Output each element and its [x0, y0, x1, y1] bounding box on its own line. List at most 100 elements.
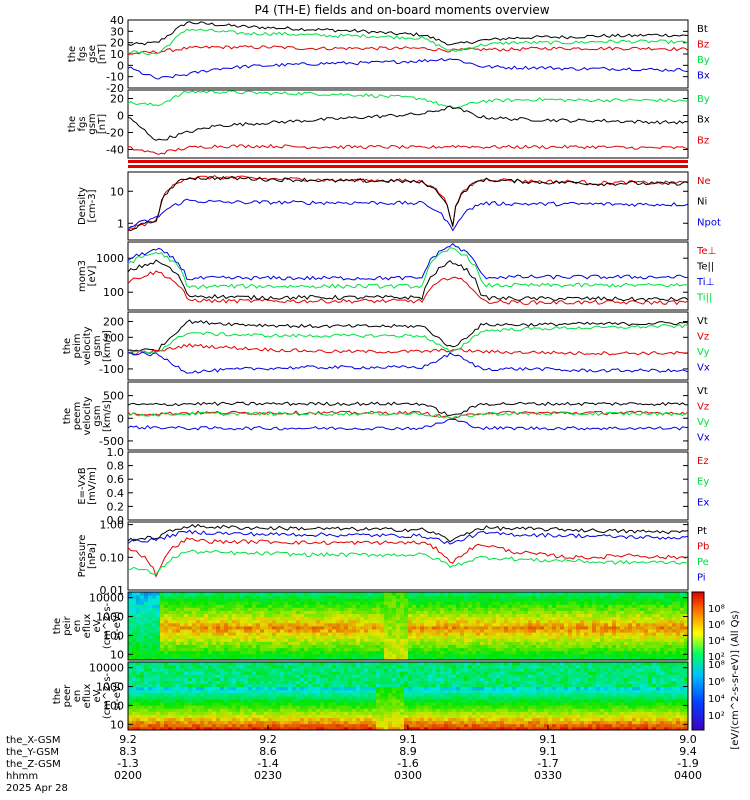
spec-cell: [220, 616, 225, 621]
spec-cell: [200, 622, 205, 627]
spec-cell: [620, 607, 625, 611]
spec-cell: [360, 647, 365, 652]
spec-cell: [420, 604, 425, 608]
spec-cell: [188, 632, 193, 636]
spec-cell: [200, 601, 205, 605]
spec-cell: [148, 619, 153, 624]
spec-cell: [664, 598, 669, 602]
spec-cell: [620, 641, 625, 645]
spec-cell: [256, 677, 261, 681]
spec-cell: [164, 662, 169, 666]
spec-cell: [548, 650, 553, 655]
spec-cell: [348, 696, 353, 700]
spec-cell: [572, 595, 577, 599]
spec-cell: [236, 616, 241, 621]
spec-cell: [684, 607, 689, 611]
spec-cell: [624, 610, 629, 615]
spec-cell: [268, 641, 273, 645]
spec-cell: [140, 598, 145, 602]
spec-cell: [316, 692, 321, 697]
spec-cell: [348, 711, 353, 715]
spec-cell: [204, 626, 209, 630]
spec-cell: [384, 653, 389, 658]
spec-cell: [324, 720, 329, 725]
spec-cell: [296, 613, 301, 618]
spec-cell: [196, 726, 201, 731]
spec-cell: [276, 635, 281, 639]
spec-cell: [520, 613, 525, 618]
spec-cell: [236, 662, 241, 666]
spec-cell: [408, 653, 413, 658]
spec-cell: [412, 692, 417, 697]
spec-cell: [220, 689, 225, 694]
spec-cell: [492, 644, 497, 649]
spec-cell: [332, 674, 337, 678]
spec-cell: [528, 610, 533, 615]
spec-cell: [360, 668, 365, 672]
spec-cell: [292, 696, 297, 700]
spec-cell: [376, 692, 381, 697]
spec-cell: [328, 647, 333, 652]
spec-cell: [404, 629, 409, 633]
spec-cell: [224, 650, 229, 655]
spec-cell: [480, 598, 485, 602]
spec-cell: [196, 613, 201, 618]
spec-cell: [208, 665, 213, 669]
spec-cell: [244, 653, 249, 658]
spec-cell: [420, 720, 425, 725]
spec-cell: [408, 665, 413, 669]
spec-cell: [320, 696, 325, 700]
spec-cell: [252, 653, 257, 658]
spec-cell: [148, 626, 153, 630]
spec-cell: [640, 619, 645, 624]
spec-cell: [424, 626, 429, 630]
spec-cell: [528, 656, 533, 661]
spec-cell: [272, 680, 277, 685]
spec-cell: [372, 638, 377, 642]
spec-cell: [228, 702, 233, 706]
spec-cell: [340, 641, 345, 645]
spec-cell: [168, 632, 173, 636]
spec-cell: [188, 653, 193, 658]
spec-cell: [620, 626, 625, 630]
spec-cell: [132, 626, 137, 630]
spec-cell: [220, 677, 225, 681]
spec-cell: [328, 629, 333, 633]
spec-cell: [408, 702, 413, 706]
legend-entry: Vz: [697, 402, 709, 413]
spec-cell: [236, 598, 241, 602]
spec-cell: [180, 656, 185, 661]
spec-cell: [416, 595, 421, 599]
spec-cell: [216, 632, 221, 636]
spec-cell: [264, 629, 269, 633]
spec-cell: [652, 610, 657, 615]
spec-cell: [220, 622, 225, 627]
spec-cell: [592, 638, 597, 642]
spec-cell: [344, 708, 349, 712]
spec-cell: [456, 629, 461, 633]
spec-cell: [244, 674, 249, 678]
spec-cell: [408, 674, 413, 678]
spec-cell: [364, 638, 369, 642]
spec-cell: [656, 601, 661, 605]
spec-cell: [232, 613, 237, 618]
spec-cell: [132, 668, 137, 672]
spec-cell: [372, 662, 377, 666]
spec-cell: [476, 616, 481, 621]
spec-cell: [196, 644, 201, 649]
spec-cell: [384, 665, 389, 669]
spec-cell: [444, 604, 449, 608]
spec-cell: [612, 635, 617, 639]
spec-cell: [328, 662, 333, 666]
spec-cell: [132, 650, 137, 655]
spec-cell: [380, 613, 385, 618]
spec-cell: [328, 650, 333, 655]
spec-cell: [400, 656, 405, 661]
spec-cell: [376, 622, 381, 627]
spec-cell: [652, 613, 657, 618]
spec-cell: [312, 647, 317, 652]
spec-cell: [420, 601, 425, 605]
spec-cell: [304, 622, 309, 627]
spec-cell: [564, 626, 569, 630]
spec-cell: [252, 595, 257, 599]
